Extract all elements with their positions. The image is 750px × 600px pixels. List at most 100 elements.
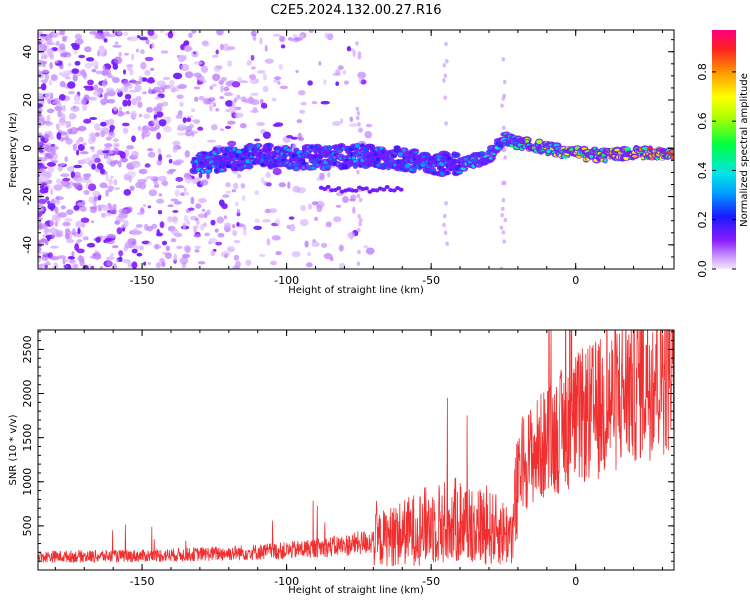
noise-blob	[113, 105, 118, 112]
noise-blob	[358, 197, 363, 203]
noise-blob	[157, 210, 163, 215]
noise-blob	[146, 106, 154, 113]
noise-blob	[122, 127, 129, 134]
noise-blob	[135, 182, 142, 189]
noise-blob	[337, 65, 344, 71]
noise-blob	[210, 250, 216, 257]
noise-blob	[250, 66, 256, 70]
noise-blob	[132, 80, 142, 85]
x-tick-label: -50	[422, 575, 440, 588]
noise-blob	[248, 74, 257, 80]
colorbar-tick-label: 0.8	[696, 63, 709, 81]
noise-blob	[233, 240, 241, 244]
noise-blob	[348, 198, 356, 202]
x-tick-label: 0	[572, 274, 579, 287]
noise-blob	[144, 56, 154, 62]
noise-blob	[304, 240, 309, 248]
noise-blob	[135, 224, 143, 228]
ridge-core	[632, 155, 638, 158]
noise-blob	[129, 69, 134, 76]
noise-blob	[73, 94, 81, 102]
noise-blob	[272, 123, 281, 127]
noise-blob	[84, 179, 92, 184]
noise-blob	[298, 90, 306, 96]
noise-blob	[339, 262, 346, 269]
noise-blob	[270, 260, 277, 266]
noise-blob	[358, 76, 362, 85]
noise-blob	[39, 116, 45, 120]
noise-blob	[118, 208, 128, 215]
snr-y-axis-label: SNR (10 * v/v)	[8, 414, 19, 485]
noise-blob	[365, 123, 373, 128]
noise-blob	[167, 31, 174, 39]
ridge-core	[226, 164, 232, 169]
y-tick-label: 2000	[21, 380, 34, 408]
noise-blob	[220, 85, 224, 93]
noise-blob	[69, 181, 74, 185]
noise-blob	[81, 158, 91, 164]
noise-blob	[349, 116, 354, 122]
noise-blob	[110, 253, 114, 257]
noise-blob	[64, 231, 75, 234]
noise-blob	[236, 222, 240, 227]
noise-blob	[272, 97, 277, 102]
noise-blob	[239, 123, 247, 129]
noise-blob	[143, 261, 147, 266]
noise-blob	[38, 220, 42, 226]
noise-blob	[346, 46, 351, 52]
noise-blob	[308, 30, 314, 34]
noise-blob	[91, 220, 95, 224]
noise-blob	[182, 222, 187, 230]
noise-blob	[236, 173, 242, 179]
noise-blob	[73, 105, 77, 110]
noise-blob	[136, 252, 143, 257]
noise-blob	[210, 124, 218, 131]
noise-blob	[290, 136, 298, 140]
noise-blob	[90, 207, 97, 214]
noise-blob	[126, 170, 136, 178]
noise-blob	[278, 63, 283, 70]
ridge-core	[294, 166, 299, 170]
noise-blob	[82, 236, 89, 241]
noise-blob	[318, 61, 322, 66]
noise-blob	[108, 150, 114, 155]
noise-blob	[83, 118, 92, 124]
noise-blob	[355, 41, 359, 46]
noise-blob	[123, 189, 132, 196]
noise-blob	[107, 153, 111, 161]
x-tick-label: -50	[422, 274, 440, 287]
noise-blob	[80, 217, 90, 223]
noise-blob	[76, 248, 85, 254]
noise-blob	[193, 234, 202, 238]
noise-blob	[358, 128, 363, 133]
noise-blob	[143, 113, 151, 119]
noise-blob	[292, 185, 301, 193]
ridge-core	[669, 150, 674, 153]
noise-blob	[271, 235, 281, 241]
noise-blob	[118, 256, 123, 262]
noise-blob	[137, 101, 143, 108]
colorbar-tick-label: 0.2	[696, 211, 709, 229]
noise-blob	[85, 190, 90, 195]
noise-blob	[250, 78, 259, 85]
noise-blob	[112, 77, 120, 84]
noise-blob	[247, 97, 255, 104]
noise-blob	[116, 227, 123, 235]
noise-blob	[77, 255, 85, 262]
y-tick-label: 20	[21, 93, 34, 107]
noise-blob	[57, 255, 67, 259]
noise-blob	[264, 58, 274, 64]
noise-blob	[156, 132, 162, 140]
ridge-core	[404, 163, 411, 169]
noise-blob	[104, 143, 113, 148]
noise-blob	[55, 178, 63, 185]
noise-blob	[183, 187, 187, 192]
noise-blob	[293, 37, 303, 41]
noise-blob	[262, 131, 271, 139]
noise-blob	[179, 257, 189, 265]
noise-blob	[235, 201, 239, 207]
noise-blob	[46, 108, 55, 114]
noise-blob	[126, 145, 135, 150]
noise-blob	[224, 125, 232, 129]
noise-blob	[118, 212, 128, 219]
